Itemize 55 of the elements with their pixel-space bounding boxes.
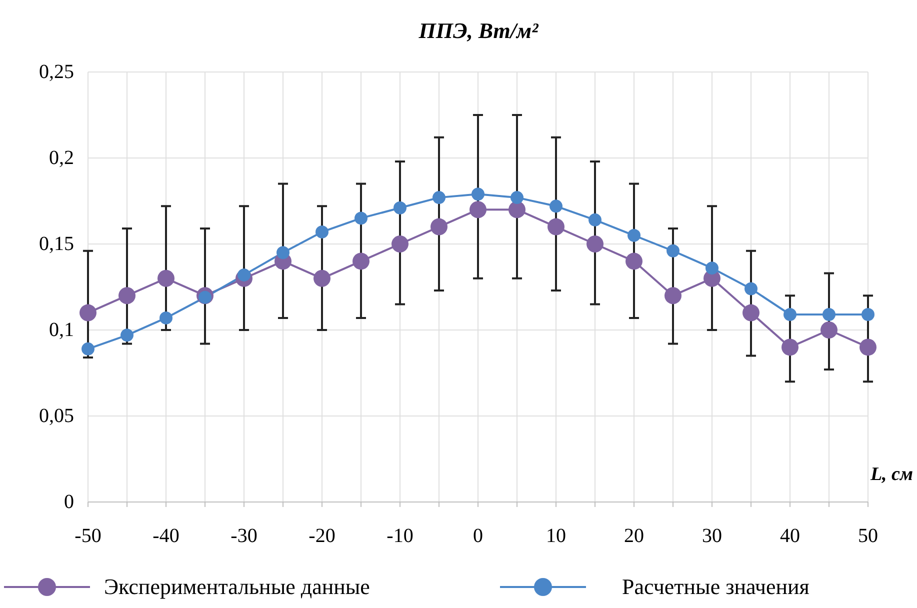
y-tick-label: 0 <box>64 491 74 513</box>
point <box>508 201 526 218</box>
y-tick-label: 0,15 <box>39 233 74 255</box>
point <box>706 262 718 275</box>
point <box>352 252 370 270</box>
point <box>550 200 562 213</box>
chart-title: ППЭ, Вт/м² <box>418 18 539 43</box>
point <box>510 191 524 204</box>
point <box>820 322 838 338</box>
point <box>586 236 604 252</box>
point <box>276 246 290 260</box>
point <box>860 338 876 356</box>
point <box>470 201 486 218</box>
point <box>472 188 484 201</box>
legend-label: Расчетные значения <box>622 574 810 599</box>
point <box>822 308 836 322</box>
x-tick-label: -30 <box>230 525 258 547</box>
legend-label: Экспериментальные данные <box>104 574 370 599</box>
point <box>664 287 682 304</box>
point <box>430 218 448 236</box>
y-tick-label: 0,05 <box>39 405 74 427</box>
point <box>588 213 602 226</box>
point <box>548 218 564 236</box>
x-tick-label: -10 <box>386 525 414 547</box>
point <box>432 191 446 204</box>
point <box>316 225 328 238</box>
x-tick-label: 0 <box>473 525 483 547</box>
point <box>628 228 640 242</box>
point <box>742 304 760 322</box>
point <box>666 244 680 258</box>
x-tick-label: 40 <box>780 525 800 547</box>
point <box>158 270 174 287</box>
x-tick-label: -20 <box>308 525 336 547</box>
x-tick-label: 10 <box>546 525 566 547</box>
point <box>394 201 406 214</box>
x-tick-label: 30 <box>702 525 722 547</box>
point <box>160 311 172 324</box>
y-tick-label: 0,25 <box>39 61 74 83</box>
x-tick-label: 50 <box>858 525 878 547</box>
point <box>782 338 798 356</box>
point <box>862 308 874 322</box>
y-tick-label: 0,2 <box>49 147 74 169</box>
point <box>120 328 134 342</box>
point <box>392 236 408 252</box>
point <box>626 252 642 270</box>
x-tick-label: -40 <box>152 525 180 547</box>
point <box>118 287 136 304</box>
x-tick-label: -50 <box>74 525 102 547</box>
point <box>314 270 330 287</box>
point <box>784 308 796 322</box>
point <box>744 282 758 296</box>
x-tick-label: 20 <box>624 525 644 547</box>
y-tick-label: 0,1 <box>49 319 74 341</box>
x-axis-title: L, см <box>869 464 913 485</box>
point <box>354 212 368 225</box>
